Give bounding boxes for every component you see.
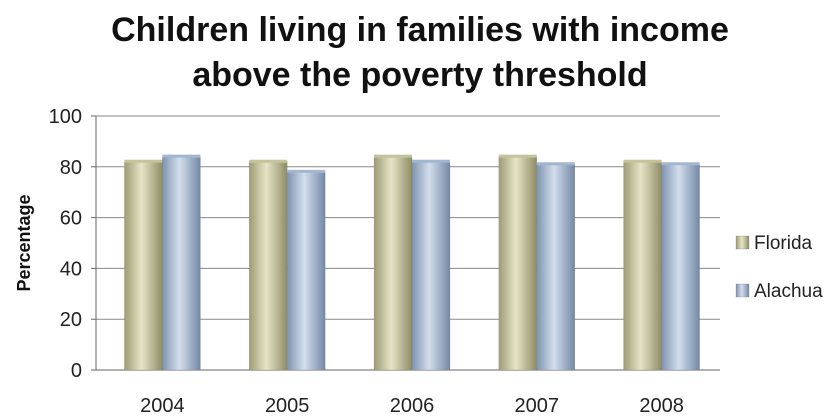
bar-alachua-2006 bbox=[411, 161, 451, 371]
x-tick-label: 2005 bbox=[265, 395, 310, 417]
x-tick-label: 2008 bbox=[639, 395, 684, 417]
x-tick-label: 2006 bbox=[390, 395, 435, 417]
bar-cap bbox=[536, 162, 575, 166]
legend: Florida Alachua bbox=[735, 233, 823, 302]
bar-cap bbox=[661, 162, 700, 166]
bar-cap bbox=[287, 169, 326, 173]
y-tick-label: 100 bbox=[49, 106, 82, 128]
y-tick-label: 20 bbox=[60, 309, 82, 331]
bar-florida-2007 bbox=[498, 156, 538, 371]
bar-cap bbox=[623, 159, 662, 163]
y-axis-title: Percentage bbox=[14, 194, 34, 291]
chart-title-line-2: above the poverty threshold bbox=[192, 56, 648, 94]
bar-alachua-2007 bbox=[536, 164, 576, 371]
bar-alachua-2008 bbox=[661, 164, 700, 371]
bar-cap bbox=[374, 154, 412, 158]
y-tick-label: 60 bbox=[60, 208, 82, 230]
tick-labels: 0 20 40 60 80 100 2004 2005 2006 2007 2008 bbox=[49, 106, 684, 417]
bar-cap bbox=[249, 159, 288, 163]
legend-label-florida: Florida bbox=[754, 233, 813, 254]
bar-cap bbox=[124, 159, 163, 163]
y-tick-label: 40 bbox=[60, 258, 82, 280]
bar-cap bbox=[498, 154, 537, 158]
bar-alachua-2005 bbox=[286, 171, 326, 371]
y-tick-label: 80 bbox=[60, 157, 82, 179]
bar-cap bbox=[162, 154, 201, 158]
bar-cap bbox=[412, 159, 450, 163]
chart-title: Children living in families with income … bbox=[60, 8, 780, 98]
bar-alachua-2004 bbox=[162, 156, 201, 371]
legend-swatch-florida bbox=[735, 235, 750, 250]
y-tick-label: 0 bbox=[71, 360, 82, 382]
bar-florida-2008 bbox=[623, 161, 662, 371]
legend-swatch-alachua bbox=[735, 283, 750, 298]
bar-florida-2004 bbox=[124, 161, 163, 371]
chart-title-line-1: Children living in families with income bbox=[111, 11, 729, 49]
bar-florida-2005 bbox=[248, 161, 288, 371]
x-tick-label: 2007 bbox=[515, 395, 560, 417]
x-tick-label: 2004 bbox=[140, 395, 185, 417]
legend-label-alachua: Alachua bbox=[754, 281, 823, 302]
bar-florida-2006 bbox=[373, 156, 413, 371]
bars bbox=[124, 154, 700, 371]
